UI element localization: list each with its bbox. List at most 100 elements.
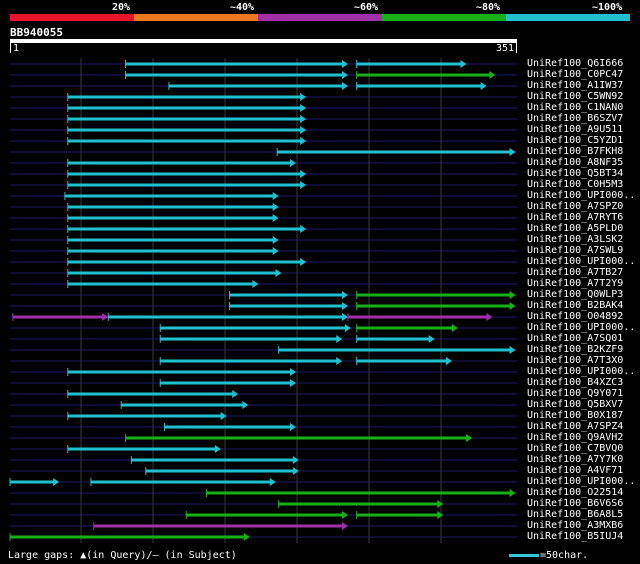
hit-label[interactable]: UniRef100_O22514 bbox=[527, 487, 624, 498]
hit-label[interactable]: UniRef100_A3MXB6 bbox=[527, 520, 624, 531]
hit-label[interactable]: UniRef100_A1IW37 bbox=[527, 80, 624, 91]
hit-arrow bbox=[342, 511, 348, 519]
hit-arrow bbox=[272, 247, 279, 255]
hit-label[interactable]: UniRef100_A8NF35 bbox=[527, 157, 624, 168]
hit-label[interactable]: UniRef100_Q6I666 bbox=[527, 58, 624, 69]
hit-arrow bbox=[437, 511, 444, 519]
hit-arrow bbox=[292, 456, 299, 464]
hit-arrow bbox=[290, 379, 296, 387]
hit-arrow bbox=[272, 214, 279, 222]
hit-label[interactable]: UniRef100_B6SZV7 bbox=[527, 113, 624, 124]
hit-arrow bbox=[300, 137, 307, 145]
hit-arrow bbox=[300, 258, 307, 266]
hit-label[interactable]: UniRef100_UPI000.. bbox=[527, 366, 636, 377]
scale-band-60 bbox=[258, 14, 382, 21]
hit-label[interactable]: UniRef100_A7T3X0 bbox=[527, 355, 624, 366]
hit-arrow bbox=[489, 71, 496, 79]
hit-label[interactable]: UniRef100_B5IUJ4 bbox=[527, 531, 624, 542]
hit-arrow bbox=[342, 60, 348, 68]
scale-band-80 bbox=[382, 14, 506, 21]
hit-label[interactable]: UniRef100_UPI000.. bbox=[527, 190, 636, 201]
hit-label[interactable]: UniRef100_A4VF71 bbox=[527, 465, 624, 476]
hit-label[interactable]: UniRef100_A7SWL9 bbox=[527, 245, 624, 256]
hit-arrow bbox=[342, 291, 348, 299]
hit-arrow bbox=[232, 390, 239, 398]
scale-legend: =50char. bbox=[540, 550, 589, 561]
scale-label-100: ~100% bbox=[592, 2, 623, 13]
scale-label-20: 20% bbox=[112, 2, 131, 13]
hit-label[interactable]: UniRef100_A7T2Y9 bbox=[527, 278, 624, 289]
hit-label[interactable]: UniRef100_C7BVQ0 bbox=[527, 443, 624, 454]
hit-label[interactable]: UniRef100_A7RYT6 bbox=[527, 212, 624, 223]
gap-legend: Large gaps: ▲(in Query)/– (in Subject) bbox=[8, 550, 237, 561]
hit-arrow bbox=[300, 126, 307, 134]
scale-band-100 bbox=[506, 14, 630, 21]
hit-arrow bbox=[466, 434, 473, 442]
hit-label[interactable]: UniRef100_B2BAK4 bbox=[527, 300, 624, 311]
scale-band-40 bbox=[134, 14, 258, 21]
hit-label[interactable]: UniRef100_Q0WLP3 bbox=[527, 289, 624, 300]
hit-arrow bbox=[300, 181, 307, 189]
hit-arrow bbox=[336, 335, 343, 343]
hit-label[interactable]: UniRef100_UPI000.. bbox=[527, 476, 636, 487]
hit-arrow bbox=[214, 445, 221, 453]
hit-label[interactable]: UniRef100_Q5BT34 bbox=[527, 168, 624, 179]
hit-arrow bbox=[300, 93, 307, 101]
hit-arrow bbox=[300, 104, 307, 112]
scale-legend-bar bbox=[509, 554, 539, 557]
hit-arrow bbox=[272, 236, 279, 244]
hit-arrow bbox=[290, 159, 296, 167]
hit-arrow bbox=[342, 313, 348, 321]
hit-label[interactable]: UniRef100_UPI000.. bbox=[527, 256, 636, 267]
hit-label[interactable]: UniRef100_O04892 bbox=[527, 311, 624, 322]
hit-arrow bbox=[242, 401, 249, 409]
hit-arrow bbox=[272, 192, 279, 200]
scale-label-40: ~40% bbox=[230, 2, 255, 13]
hit-arrow bbox=[446, 357, 452, 365]
hit-arrow bbox=[480, 82, 487, 90]
hit-label[interactable]: UniRef100_B2KZF9 bbox=[527, 344, 624, 355]
hit-label[interactable]: UniRef100_B7FKH8 bbox=[527, 146, 624, 157]
hit-label[interactable]: UniRef100_B4XZC3 bbox=[527, 377, 624, 388]
hit-label[interactable]: UniRef100_A3LSK2 bbox=[527, 234, 624, 245]
hit-label[interactable]: UniRef100_A5PLD0 bbox=[527, 223, 624, 234]
hit-label[interactable]: UniRef100_B6V6S6 bbox=[527, 498, 624, 509]
hit-arrow bbox=[220, 412, 227, 420]
scale-band-20 bbox=[10, 14, 134, 21]
hit-label[interactable]: UniRef100_C1NAN0 bbox=[527, 102, 624, 113]
hit-label[interactable]: UniRef100_A9U511 bbox=[527, 124, 624, 135]
hit-arrow bbox=[300, 170, 307, 178]
hit-label[interactable]: UniRef100_A7Y7K0 bbox=[527, 454, 624, 465]
hit-label[interactable]: UniRef100_Q5BXV7 bbox=[527, 399, 624, 410]
hit-label[interactable]: UniRef100_Q9Y071 bbox=[527, 388, 624, 399]
hit-label[interactable]: UniRef100_C0PC47 bbox=[527, 69, 624, 80]
hit-arrow bbox=[451, 324, 458, 332]
hit-label[interactable]: UniRef100_A7SPZ0 bbox=[527, 201, 624, 212]
hit-label[interactable]: UniRef100_A7SQ01 bbox=[527, 333, 624, 344]
query-name: BB940055 bbox=[10, 26, 63, 39]
hit-label[interactable]: UniRef100_UPI000.. bbox=[527, 322, 636, 333]
hit-arrow bbox=[460, 60, 467, 68]
hit-label[interactable]: UniRef100_A7TB27 bbox=[527, 267, 624, 278]
hit-arrow bbox=[509, 302, 516, 310]
hit-arrow bbox=[342, 302, 348, 310]
hit-label[interactable]: UniRef100_C0H5M3 bbox=[527, 179, 624, 190]
hit-arrow bbox=[272, 203, 279, 211]
hit-label[interactable]: UniRef100_B0X187 bbox=[527, 410, 624, 421]
hit-label[interactable]: UniRef100_C5WN92 bbox=[527, 91, 624, 102]
hit-arrow bbox=[428, 335, 435, 343]
query-bar bbox=[10, 39, 517, 43]
hit-arrow bbox=[342, 71, 348, 79]
hit-label[interactable]: UniRef100_Q9AVH2 bbox=[527, 432, 624, 443]
hit-arrow bbox=[509, 346, 516, 354]
hit-label[interactable]: UniRef100_A7SPZ4 bbox=[527, 421, 624, 432]
scale-label-60: ~60% bbox=[354, 2, 379, 13]
hit-label[interactable]: UniRef100_C5YZD1 bbox=[527, 135, 624, 146]
identity-scale: 20% ~40% ~60% ~80% ~100% bbox=[0, 0, 640, 24]
ruler-start-label: 1 bbox=[13, 43, 20, 54]
hit-arrow bbox=[275, 269, 282, 277]
hit-arrow bbox=[437, 500, 444, 508]
hit-arrow bbox=[486, 313, 493, 321]
hit-arrow bbox=[344, 324, 351, 332]
hit-label[interactable]: UniRef100_B6A8L5 bbox=[527, 509, 624, 520]
